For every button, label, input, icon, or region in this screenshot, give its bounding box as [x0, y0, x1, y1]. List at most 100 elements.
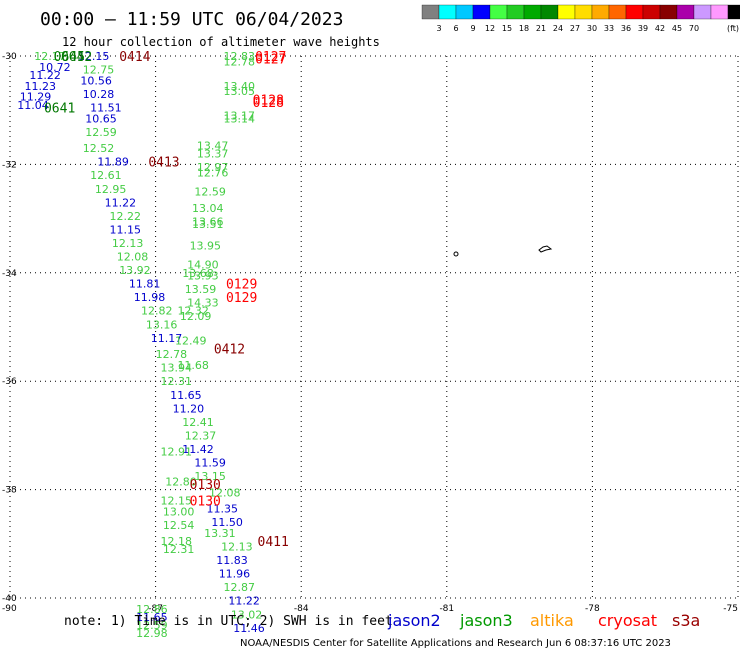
wave-height-point: 12.13 — [112, 237, 144, 250]
legend-swatch — [710, 4, 729, 20]
wave-height-point: 12.18 — [160, 535, 192, 548]
wave-height-point: 12.41 — [182, 416, 214, 429]
wave-height-point: 11.96 — [219, 568, 251, 581]
wave-height-point: 10.56 — [80, 74, 112, 87]
axis-ticks: -30 -32 -34 -36 -38 -40-90 -87 -84 -81 -78 -75 — [2, 52, 738, 614]
pass-time-label: 0414 — [119, 50, 150, 65]
land-features — [453, 245, 553, 257]
wave-height-point: 12.31 — [163, 543, 195, 556]
wave-height-point: 10.65 — [85, 112, 117, 125]
wave-height-point: 13.40 — [224, 80, 256, 93]
x-tick-label: -90 — [2, 604, 17, 614]
wave-height-point: 12.98 — [136, 627, 168, 640]
wave-height-point: 12.15 — [78, 50, 110, 63]
wave-height-point: 14.90 — [187, 259, 219, 272]
legend-label: 15 — [502, 24, 512, 33]
legend-swatch — [676, 4, 695, 20]
wave-height-point: 12.82 — [141, 305, 173, 318]
wave-height-point: 12.95 — [95, 183, 127, 196]
legend-label: 6 — [453, 24, 458, 33]
pass-time-label: 0641 — [44, 101, 75, 116]
pass-time-label: 0411 — [258, 535, 289, 550]
wave-height-point: 12.78 — [156, 348, 188, 361]
pass-time-label: 0129 — [226, 278, 257, 293]
wave-height-point: 13.16 — [146, 318, 178, 331]
wave-height-point: 13.00 — [163, 505, 195, 518]
wave-height-point: 12.31 — [160, 375, 192, 388]
legend-swatch — [523, 4, 542, 20]
wave-height-point: 12.22 — [109, 210, 141, 223]
wave-height-point: 12.75 — [83, 64, 115, 77]
legend-swatch — [489, 4, 508, 20]
wave-height-point: 12.54 — [163, 519, 195, 532]
legend-label: 30 — [587, 24, 597, 33]
legend-swatch — [727, 4, 740, 20]
legend-swatch — [455, 4, 474, 20]
satellite-jason2: jason2 — [387, 611, 441, 630]
pass-time-label: 0130 — [190, 494, 221, 509]
wave-height-point: 13.68 — [182, 267, 214, 280]
legend-swatch — [693, 4, 712, 20]
wave-height-point: 11.35 — [207, 503, 239, 516]
legend-label: 39 — [638, 24, 648, 33]
legend-label: 33 — [604, 24, 614, 33]
pass-time-label: 0642 — [61, 50, 92, 65]
wave-height-point: 13.94 — [160, 362, 192, 375]
wave-height-point: 11.15 — [109, 223, 141, 236]
wave-height-point: 11.22 — [29, 69, 61, 82]
wave-height-point: 13.92 — [119, 264, 151, 277]
wave-height-point: 12.97 — [197, 161, 229, 174]
wave-height-point: 12.13 — [221, 541, 253, 554]
y-tick-label: -30 — [2, 52, 17, 62]
x-tick-label: -75 — [723, 604, 738, 614]
wave-height-point: 12.17 — [34, 50, 65, 63]
pass-time-label: 0413 — [148, 156, 179, 171]
pass-time-label: 0128 — [253, 93, 284, 108]
legend-label: 3 — [436, 24, 441, 33]
wave-height-point: 12.52 — [83, 142, 115, 155]
legend-label: 12 — [485, 24, 495, 33]
y-tick-label: -34 — [2, 269, 17, 279]
legend-label: 27 — [570, 24, 580, 33]
legend-swatch — [574, 4, 593, 20]
wave-height-point: 11.65 — [136, 611, 168, 624]
wave-height-point: 12.08 — [209, 486, 241, 499]
wave-height-point: 12.59 — [85, 126, 117, 139]
wave-height-point: 13.93 — [187, 270, 219, 283]
wave-height-point: 10.72 — [39, 61, 70, 74]
y-tick-label: -36 — [2, 377, 17, 387]
wave-height-point: 11.98 — [134, 291, 166, 304]
wave-height-point: 11.04 — [17, 99, 48, 112]
pass-time-label: 0412 — [214, 343, 245, 358]
grid-lines — [9, 55, 739, 599]
wave-height-point: 13.14 — [224, 112, 256, 125]
pass-time-label: 0645 — [54, 50, 85, 65]
legend-label: 9 — [470, 24, 475, 33]
legend-swatch — [540, 4, 559, 20]
wave-height-point: 13.37 — [197, 148, 229, 161]
satellite-s3a: s3a — [672, 611, 700, 630]
island-outline — [538, 245, 553, 253]
wave-height-point: 13.02 — [231, 608, 263, 621]
pass-time-label: 0127 — [255, 53, 286, 68]
legend-swatch — [421, 4, 440, 20]
wave-height-point: 10.28 — [83, 88, 115, 101]
wave-height-point: 12.37 — [185, 429, 217, 442]
footer-note: note: 1) Time is in UTC; 2) SWH is in fe… — [64, 614, 393, 629]
color-legend: 3 6 9 12 15 18 21 24 27 30 33 36 39 42 45 70 (ft) — [421, 4, 740, 33]
x-tick-label: -84 — [294, 604, 309, 614]
legend-label: 70 — [689, 24, 699, 33]
wave-height-point: 12.76 — [197, 167, 229, 180]
wave-height-point: 12.59 — [194, 186, 226, 199]
wave-height-point: 11.59 — [194, 457, 226, 470]
legend-label: 45 — [672, 24, 682, 33]
wave-height-point: 11.51 — [90, 101, 122, 114]
legend-label: 18 — [519, 24, 529, 33]
wave-height-point: 11.22 — [105, 196, 137, 209]
wave-height-point: 13.66 — [192, 215, 224, 228]
plot-frame — [10, 56, 738, 598]
wave-height-point: 13.51 — [192, 218, 224, 231]
pass-time-label: 0128 — [253, 96, 284, 111]
